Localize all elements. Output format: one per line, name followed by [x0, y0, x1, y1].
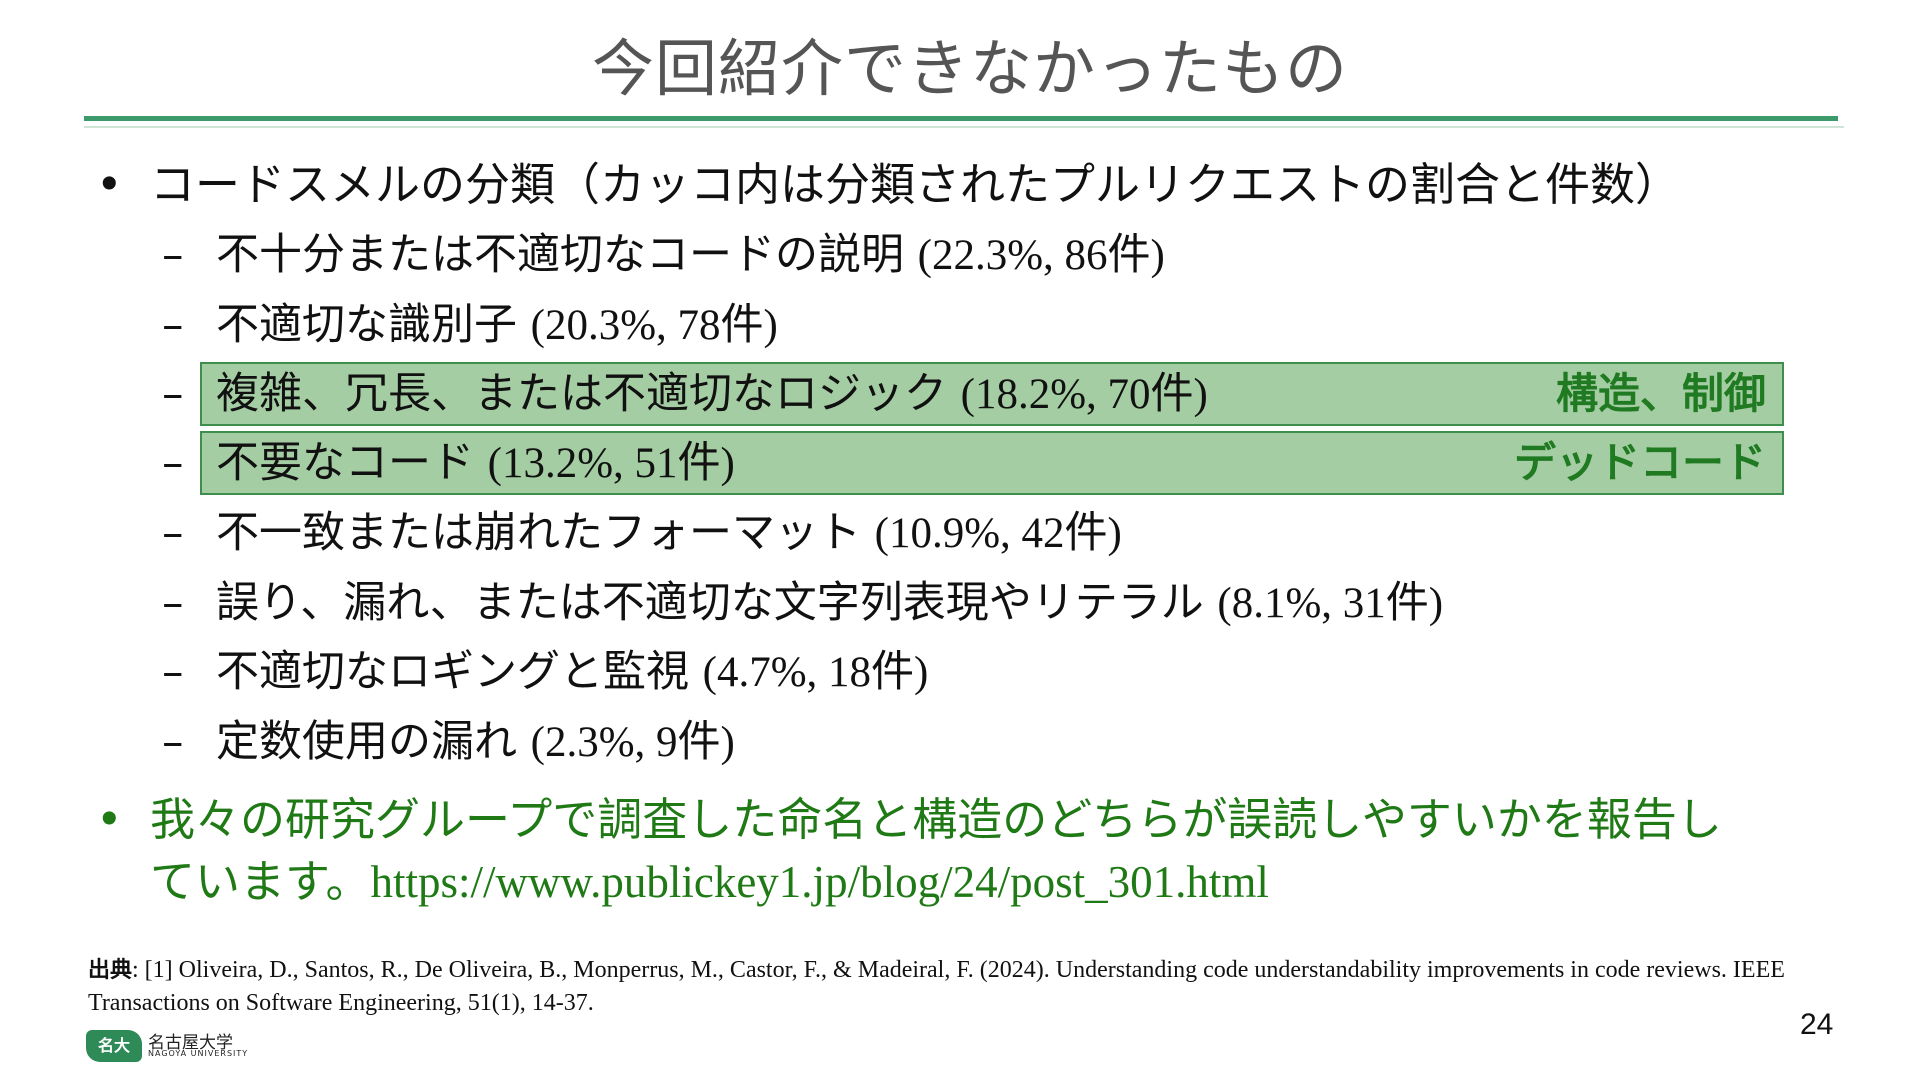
bullet-text: 我々の研究グループで調査した命名と構造のどちらが誤読しやすいかを報告し ています… [150, 789, 1890, 913]
bullet-text: コードスメルの分類（カッコ内は分類されたプルリクエストの割合と件数） [150, 158, 1681, 211]
logo-mark-icon: 名大 [86, 1030, 142, 1062]
logo-name-en: NAGOYA UNIVERSITY [148, 1049, 249, 1058]
sub-item-label: 複雑、冗長、または不適切なロジック [216, 369, 961, 419]
dash-marker: – [162, 717, 184, 767]
dash-marker: – [162, 300, 184, 350]
sub-item-label: 不適切なロギングと監視 [216, 647, 703, 697]
dash-marker: – [162, 230, 184, 280]
highlight-structure: 構造、制御 [200, 362, 1784, 426]
sub-item-label: 不十分または不適切なコードの説明 [216, 230, 918, 280]
sub-item-stat: (8.1%, 31件) [1217, 580, 1444, 627]
sub-item-stat: (4.7%, 18件) [702, 649, 929, 696]
slide-title: 今回紹介できなかったもの [591, 32, 1348, 105]
citation-label: 出典 [88, 958, 133, 983]
sub-item-stat: (2.3%, 9件) [530, 719, 735, 766]
dash-marker: – [162, 508, 184, 558]
tag-structure-control: 構造、制御 [1555, 369, 1766, 418]
sub-item-stat: (22.3%, 86件) [917, 232, 1165, 279]
university-logo: 名大 名古屋大学 NAGOYA UNIVERSITY [86, 1030, 266, 1064]
sub-item-stat: (10.9%, 42件) [874, 510, 1122, 557]
sub-item-label: 不要なコード [216, 438, 488, 488]
tag-dead-code: デッドコード [1513, 438, 1766, 487]
dash-marker: – [162, 438, 184, 488]
title-divider [84, 116, 1838, 121]
logo-name-jp: 名古屋大学 [148, 1033, 233, 1053]
research-note-prefix: ています。 [150, 855, 371, 908]
citation-text: : [1] Oliveira, D., Santos, R., De Olive… [88, 957, 1785, 1016]
research-note-line1: 我々の研究グループで調査した命名と構造のどちらが誤読しやすいかを報告し [150, 793, 1722, 846]
sub-item-label: 定数使用の漏れ [216, 717, 531, 767]
sub-item-label: 不一致または崩れたフォーマット [216, 508, 875, 558]
sub-item-label: 不適切な識別子 [216, 300, 531, 350]
sub-item-stat: (13.2%, 51件) [487, 440, 735, 487]
sub-item-label: 誤り、漏れ、または不適切な文字列表現やリテラル [216, 578, 1218, 628]
bullet-dot: • [96, 158, 123, 211]
highlight-dead-code: デッドコード [200, 431, 1784, 495]
page-number: 24 [1800, 1008, 1834, 1041]
dash-marker: – [162, 578, 184, 628]
research-link[interactable]: https://www.publickey1.jp/blog/24/post_3… [370, 857, 1269, 907]
bullet-dot: • [96, 793, 123, 846]
citation: 出典: [1] Oliveira, D., Santos, R., De Oli… [88, 954, 1858, 1020]
dash-marker: – [162, 369, 184, 419]
sub-item-stat: (18.2%, 70件) [960, 371, 1208, 418]
dash-marker: – [162, 647, 184, 697]
title-divider-shadow [84, 126, 1844, 128]
sub-item-stat: (20.3%, 78件) [530, 302, 778, 349]
